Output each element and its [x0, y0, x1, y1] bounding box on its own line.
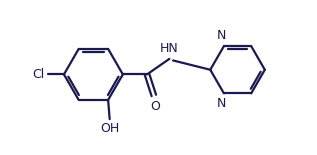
- Text: HN: HN: [159, 42, 178, 55]
- Text: N: N: [217, 29, 226, 42]
- Text: OH: OH: [101, 122, 120, 135]
- Text: Cl: Cl: [32, 68, 44, 81]
- Text: O: O: [150, 100, 160, 113]
- Text: N: N: [217, 97, 226, 110]
